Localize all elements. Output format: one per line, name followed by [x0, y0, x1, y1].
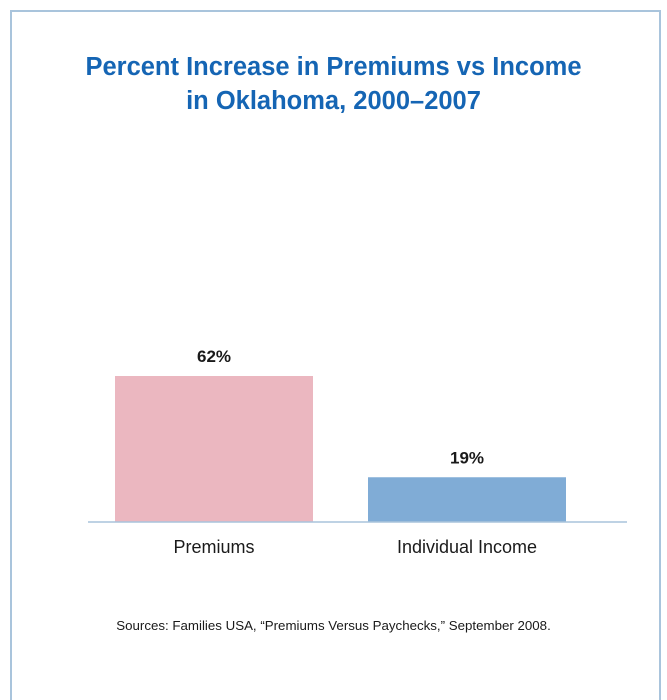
- value-label-premiums: 62%: [197, 347, 231, 366]
- bar-individual-income: [368, 477, 566, 522]
- category-label-individual-income: Individual Income: [397, 537, 537, 557]
- chart-title: Percent Increase in Premiums vs Income i…: [0, 50, 667, 118]
- labels-group: 62% Premiums 19% Individual Income: [173, 347, 537, 557]
- source-note: Sources: Families USA, “Premiums Versus …: [116, 618, 551, 633]
- chart-title-line-1: Percent Increase in Premiums vs Income: [85, 53, 582, 81]
- bar-premiums: [115, 376, 313, 522]
- chart-title-line-2: in Oklahoma, 2000–2007: [186, 87, 481, 115]
- category-label-premiums: Premiums: [173, 537, 254, 557]
- value-label-individual-income: 19%: [450, 448, 484, 467]
- bars-group: [115, 376, 566, 522]
- bar-chart: 62% Premiums 19% Individual Income: [88, 347, 627, 557]
- chart-frame: [10, 10, 661, 700]
